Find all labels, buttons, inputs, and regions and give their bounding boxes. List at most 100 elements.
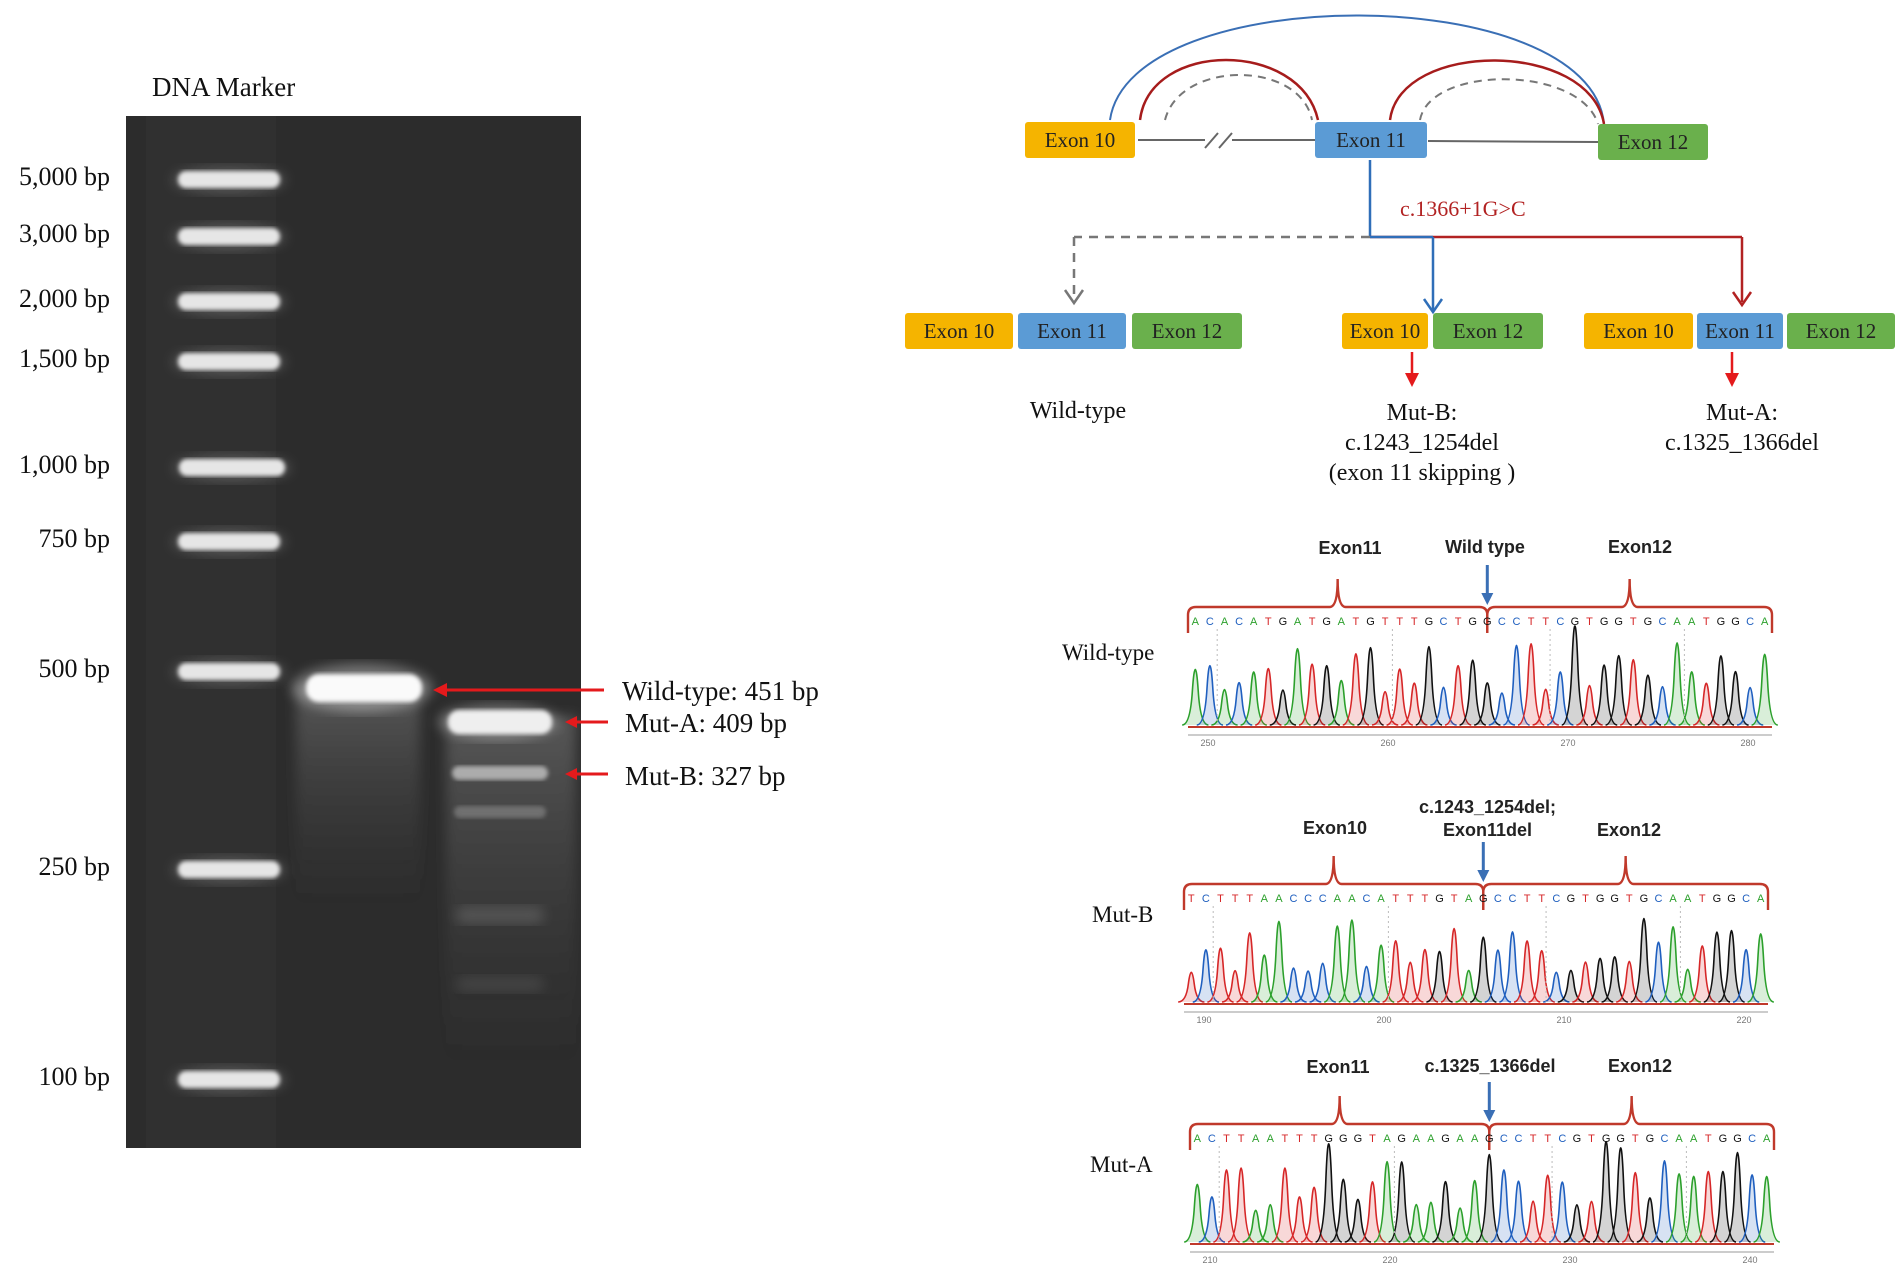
trace-peak: [1280, 967, 1307, 1003]
trace-peak: [1254, 667, 1282, 726]
base-letter: T: [1699, 893, 1706, 905]
sample-lanes: [292, 664, 576, 1066]
base-letter: C: [1202, 893, 1210, 905]
trace-peak: [1459, 659, 1487, 726]
base-letter: A: [1252, 1133, 1260, 1145]
trace-peak: [1753, 1175, 1781, 1243]
trace-peak: [1271, 1167, 1299, 1243]
trace-peak: [1747, 933, 1775, 1003]
base-letter: A: [1673, 616, 1681, 628]
trace-peak: [1382, 940, 1410, 1003]
trace-peak: [1207, 947, 1234, 1003]
junction-arrow: [1477, 842, 1490, 882]
base-letter: A: [1261, 893, 1269, 905]
trace-peak: [1732, 948, 1760, 1003]
base-letter: T: [1632, 1133, 1639, 1145]
base-letter: A: [1275, 893, 1283, 905]
trace-peak: [1601, 955, 1629, 1003]
base-letter: G: [1322, 616, 1331, 628]
seq1-mid-header: c.1243_1254del; Exon11del: [1418, 797, 1557, 840]
base-letter: C: [1515, 1133, 1523, 1145]
ladder-lane: [172, 166, 291, 1094]
seq0-mid-header: Wild type: [1445, 537, 1525, 557]
band-label-mut-a: Mut-A: 409 bp: [625, 708, 787, 738]
junction-arrow: [1481, 565, 1494, 605]
base-letter: A: [1675, 1133, 1683, 1145]
base-letter: T: [1626, 893, 1633, 905]
base-letter: G: [1614, 616, 1623, 628]
base-letter: T: [1407, 893, 1414, 905]
base-letter: T: [1528, 616, 1535, 628]
trace-peak: [1211, 688, 1238, 726]
band-mut-a: [438, 704, 558, 740]
axis-tick-label: 240: [1742, 1255, 1757, 1265]
base-letter: G: [1397, 1133, 1406, 1145]
band-label-wild-type: Wild-type: 451 bp: [622, 676, 819, 706]
base-letter: T: [1369, 1133, 1376, 1145]
base-letter: T: [1396, 616, 1403, 628]
wt-isoform-label: Wild-type: [1029, 398, 1127, 424]
base-letter: A: [1465, 893, 1473, 905]
axis-tick-label: 260: [1380, 738, 1395, 748]
mutb-exon-10: Exon 10: [1342, 313, 1428, 349]
base-letter: G: [1435, 893, 1444, 905]
base-letter: T: [1411, 616, 1418, 628]
band-mut-b: [452, 766, 548, 780]
base-letter: G: [1646, 1133, 1655, 1145]
axis-tick-label: 280: [1740, 738, 1755, 748]
base-letter: T: [1188, 893, 1195, 905]
base-letter: C: [1440, 616, 1448, 628]
trace-peak: [1548, 1181, 1576, 1243]
ladder-label: 2,000 bp: [19, 284, 110, 313]
base-letter: G: [1640, 893, 1649, 905]
seq1-right-header: Exon12: [1596, 820, 1662, 840]
trace-peak: [1607, 1147, 1635, 1243]
ladder-band: [173, 454, 291, 482]
top-exon-11: Exon 11: [1315, 122, 1427, 158]
base-letter: G: [1483, 616, 1492, 628]
base-letter: G: [1573, 1133, 1582, 1145]
trace-peak: [1474, 682, 1501, 726]
trace-peak: [1630, 917, 1658, 1003]
wt-exon-12: Exon 12: [1132, 313, 1242, 349]
lane2-smear: [296, 686, 420, 906]
trace-peak: [1722, 670, 1749, 726]
seq0-right-header: Exon12: [1607, 537, 1673, 557]
trace-peak: [1645, 941, 1672, 1003]
base-letter: A: [1267, 1133, 1275, 1145]
trace-peak: [1490, 1169, 1518, 1243]
axis-tick-label: 250: [1200, 738, 1215, 748]
base-letter: A: [1684, 893, 1692, 905]
band-arrows: [433, 683, 608, 780]
trace-peak: [1475, 1153, 1503, 1243]
mutb-exon-12: Exon 12: [1433, 313, 1543, 349]
trace-peak: [1534, 1174, 1562, 1243]
trace-peak: [1651, 1160, 1678, 1243]
trace-peak: [1517, 642, 1545, 726]
base-letter: T: [1309, 616, 1316, 628]
trace-peak: [1572, 961, 1599, 1003]
seq2-mid-header: c.1325_1366del: [1424, 1056, 1556, 1076]
trace-peak: [1605, 655, 1633, 726]
trace-peak: [1242, 1209, 1269, 1243]
ladder-band: [172, 166, 286, 194]
trace-peak: [1236, 932, 1264, 1003]
base-letter: A: [1688, 616, 1696, 628]
trace-peak: [1528, 949, 1556, 1003]
axis-tick-label: 220: [1382, 1255, 1397, 1265]
base-letter: G: [1479, 893, 1488, 905]
base-letter: T: [1530, 1133, 1537, 1145]
base-letter: A: [1192, 616, 1200, 628]
trace-peak: [1619, 659, 1647, 726]
base-letter: T: [1232, 893, 1239, 905]
trace-peak: [1709, 1170, 1737, 1243]
base-letter: C: [1304, 893, 1312, 905]
trace-peak: [1183, 1183, 1211, 1243]
trace-peak: [1707, 655, 1735, 726]
axis-tick-label: 210: [1556, 1015, 1571, 1025]
base-letter: T: [1582, 893, 1589, 905]
base-letter: G: [1616, 1133, 1625, 1145]
trace-peak: [1315, 1143, 1343, 1243]
